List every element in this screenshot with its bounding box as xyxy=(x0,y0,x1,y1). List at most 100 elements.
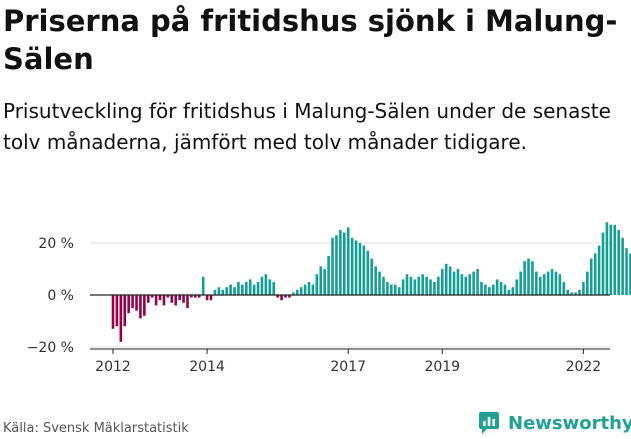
x-tick-label: 2019 xyxy=(424,359,460,375)
bar xyxy=(527,258,530,295)
bar xyxy=(158,295,162,301)
bar xyxy=(362,245,366,295)
bar xyxy=(554,271,558,295)
bar xyxy=(421,274,424,295)
bar xyxy=(319,266,323,295)
y-tick-label: 0 % xyxy=(47,288,74,304)
bar xyxy=(621,237,624,295)
x-tick-label: 2022 xyxy=(566,359,602,375)
bar xyxy=(625,248,628,295)
bar xyxy=(613,224,617,295)
bar xyxy=(295,289,299,295)
bar xyxy=(495,279,499,295)
bar xyxy=(135,295,138,311)
bar xyxy=(503,284,507,295)
bar xyxy=(519,271,522,295)
bar xyxy=(111,295,115,329)
bar xyxy=(166,295,170,298)
bar xyxy=(538,276,542,295)
bar xyxy=(507,289,511,295)
bar xyxy=(452,271,456,295)
bar xyxy=(601,232,605,295)
bar xyxy=(346,227,350,295)
bar xyxy=(201,276,205,295)
bar xyxy=(468,274,472,295)
bar xyxy=(339,230,342,295)
bar xyxy=(272,282,276,295)
bar xyxy=(456,269,460,295)
bar xyxy=(182,295,185,303)
bar xyxy=(248,279,252,295)
chart-title: Priserna på fritidshus sjönk i Malung-Sä… xyxy=(3,4,618,76)
bar xyxy=(440,269,444,295)
grid-lines xyxy=(90,242,610,348)
bar xyxy=(307,282,311,295)
bar xyxy=(511,287,515,295)
bar xyxy=(578,289,581,295)
x-tick-label: 2014 xyxy=(189,359,225,375)
x-tick-label: 2017 xyxy=(330,359,366,375)
x-tick-label: 2012 xyxy=(95,359,131,375)
bar xyxy=(225,287,228,295)
bar xyxy=(256,282,260,295)
bar xyxy=(217,287,221,295)
bar xyxy=(194,295,197,298)
bar xyxy=(629,253,631,295)
bar xyxy=(605,222,609,295)
bar xyxy=(464,276,468,295)
bar xyxy=(433,282,436,295)
bar xyxy=(401,279,405,295)
bar xyxy=(190,295,193,298)
bar xyxy=(335,235,338,295)
axes xyxy=(90,294,610,354)
bar xyxy=(382,276,385,295)
bar xyxy=(476,269,479,295)
bar-series xyxy=(111,222,631,342)
bar xyxy=(315,274,319,295)
y-tick-label: 20 % xyxy=(38,236,74,252)
bar xyxy=(221,289,225,295)
bar xyxy=(252,284,256,295)
bar xyxy=(205,295,209,301)
bar-chart: 20 %0 %−20 %201220142017201920222024−6 % xyxy=(27,222,631,375)
bar xyxy=(241,284,244,295)
bar xyxy=(593,253,597,295)
bar xyxy=(617,230,620,295)
bar xyxy=(264,274,268,295)
bar xyxy=(268,279,272,295)
bar xyxy=(425,276,428,295)
bar xyxy=(354,240,358,295)
bar xyxy=(284,295,287,298)
bar xyxy=(480,282,483,295)
chart-subtitle: Prisutveckling för fritidshus i Malung-S… xyxy=(3,99,611,154)
bar xyxy=(491,284,495,295)
bar xyxy=(566,289,570,295)
bar xyxy=(150,295,154,298)
y-tick-label: −20 % xyxy=(27,340,74,356)
bar xyxy=(562,282,566,295)
bar xyxy=(154,295,158,306)
bar xyxy=(405,274,409,295)
newsworthy-brand[interactable]: Newsworthy xyxy=(476,410,631,436)
bar xyxy=(323,269,326,295)
newsworthy-logo-icon xyxy=(479,412,499,434)
bar xyxy=(535,271,538,295)
bar xyxy=(574,292,577,295)
bar xyxy=(197,295,201,298)
bar xyxy=(523,261,526,295)
bar xyxy=(370,258,374,295)
bar xyxy=(499,282,503,295)
bar xyxy=(386,282,389,295)
bar xyxy=(597,245,601,295)
bar xyxy=(327,256,330,295)
bar xyxy=(244,282,248,295)
bar xyxy=(350,237,354,295)
bar xyxy=(417,276,421,295)
bar xyxy=(276,295,279,298)
bar xyxy=(397,287,401,295)
bar xyxy=(260,276,264,295)
bar xyxy=(589,258,593,295)
bar xyxy=(448,266,452,295)
source-note: Källa: Svensk Mäklarstatistik xyxy=(3,421,189,436)
bar xyxy=(609,224,613,295)
